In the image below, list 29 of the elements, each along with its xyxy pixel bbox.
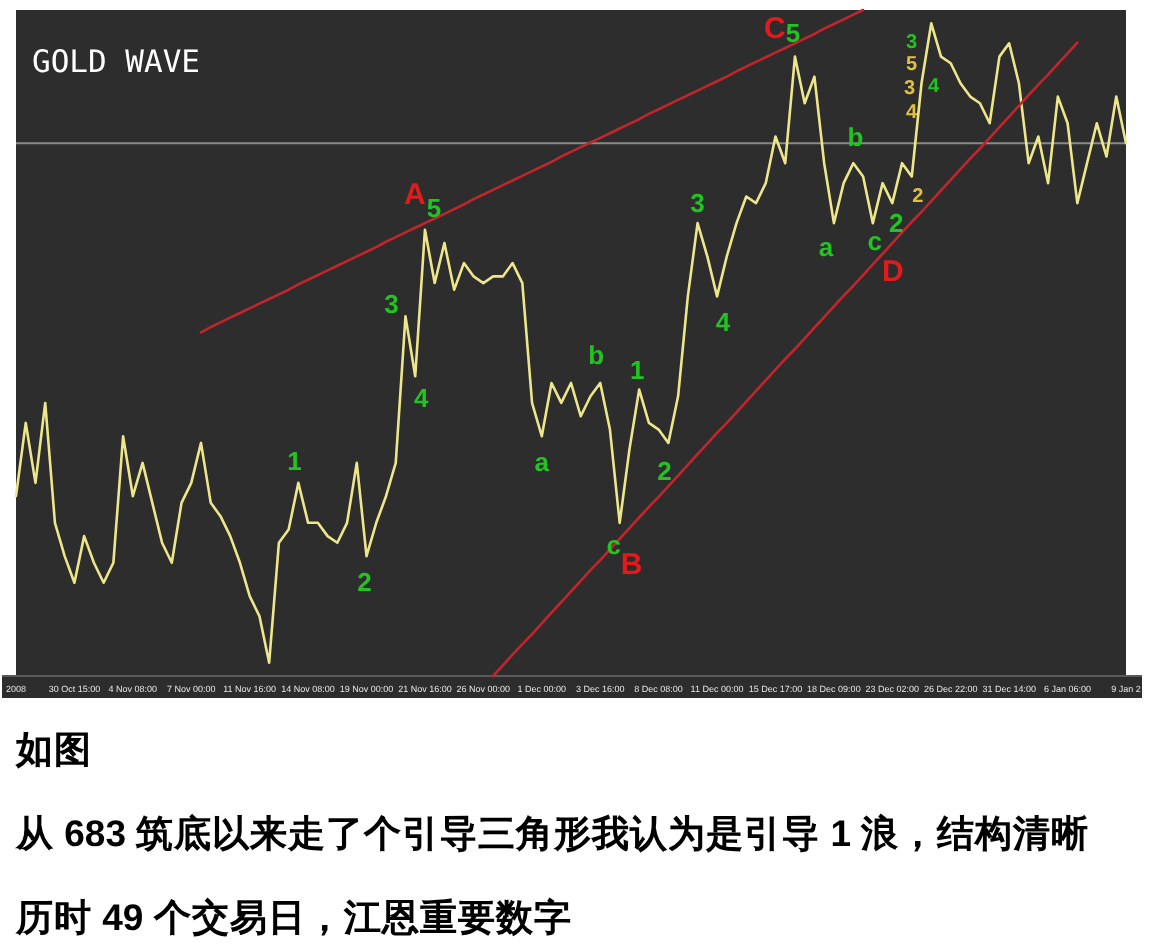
annotation: a — [818, 232, 835, 263]
annotation: 4 — [927, 76, 940, 99]
annotation: 2 — [912, 185, 925, 208]
text: 历时 49 个交易日，江恩重要数字 — [14, 896, 572, 938]
annotation: 2 — [657, 455, 672, 486]
annotation: 1 — [629, 354, 645, 385]
annotation: 5 — [905, 54, 918, 77]
text: 从 683 筑底以来走了个引导三角形我认为是引导 1 浪，结构清晰 — [14, 812, 1090, 854]
annotation: C — [764, 12, 787, 47]
text: GOLD WAVE — [32, 44, 200, 80]
annotation: 3 — [905, 32, 918, 55]
annotation: 3 — [384, 289, 399, 320]
annotation: A — [404, 178, 427, 213]
annotation: 3 — [903, 78, 916, 101]
annotation: D — [882, 255, 904, 290]
annotation: c — [867, 226, 883, 257]
annotation: B — [620, 547, 643, 582]
text: 如图 — [14, 728, 92, 770]
annotation: a — [534, 447, 551, 478]
annotation: 5 — [426, 192, 442, 223]
annotation: 1 — [287, 445, 302, 476]
annotation: 5 — [785, 17, 801, 48]
annotation: b — [588, 339, 605, 370]
annotation: 2 — [889, 208, 904, 239]
annotation: 4 — [715, 307, 732, 338]
annotation: 4 — [413, 383, 430, 414]
annotation: 3 — [690, 188, 705, 219]
annotation: 4 — [905, 102, 918, 125]
annotation: 2 — [357, 567, 372, 598]
